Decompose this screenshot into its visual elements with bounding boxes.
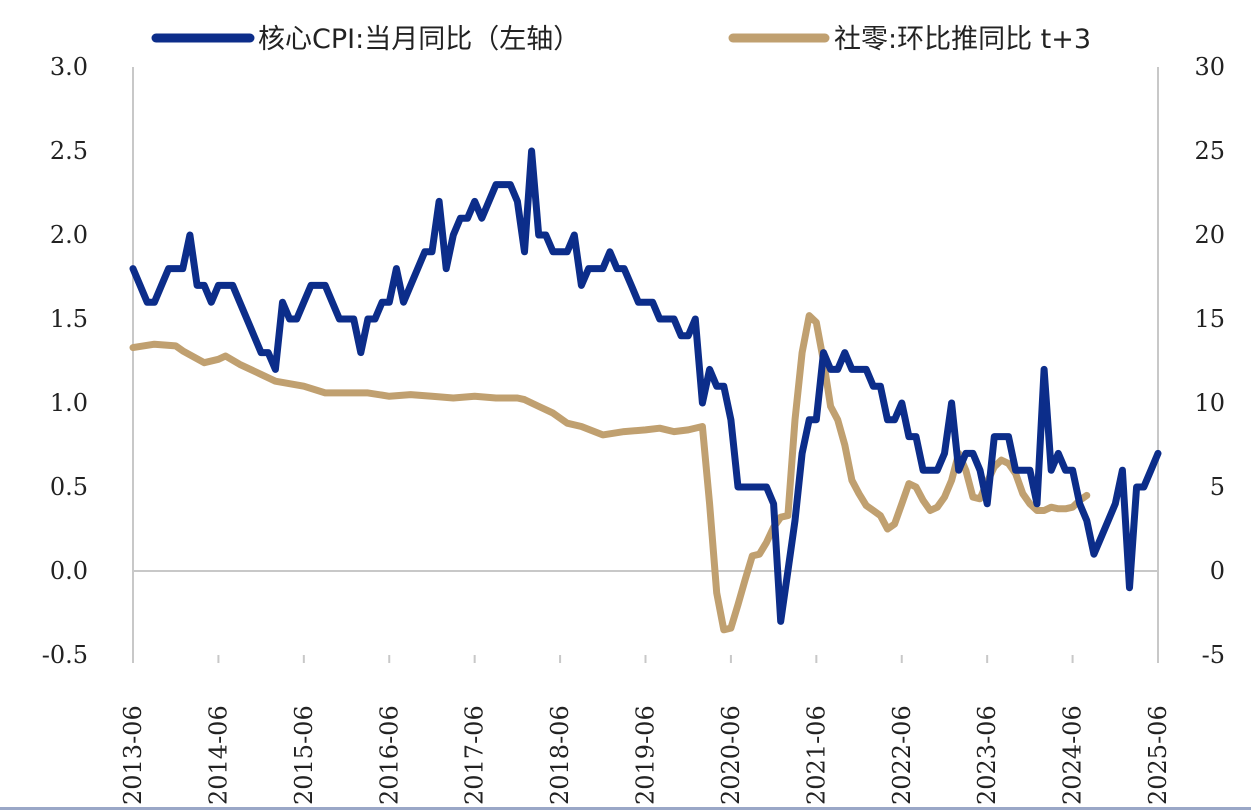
x-tick-label: 2018-06 [546, 705, 574, 805]
right-tick-label: 20 [1194, 221, 1225, 249]
legend-label-core-cpi: 核心CPI:当月同比（左轴） [258, 24, 580, 55]
series-line-core-cpi [129, 147, 1162, 625]
x-axis-ticks: 2013-06 2014-06 2015-06 2016-06 2017-06 2018-… [119, 655, 1172, 805]
left-tick-label: -0.5 [42, 641, 88, 669]
left-tick-label: 0.0 [50, 557, 88, 585]
left-tick-label: 1.0 [50, 389, 88, 417]
x-tick-label: 2024-06 [1059, 705, 1087, 805]
right-tick-label: 30 [1194, 53, 1225, 81]
x-tick-label: 2013-06 [119, 705, 147, 805]
legend-label-retail-sales: 社零:环比推同比 t+3 [834, 24, 1091, 55]
right-tick-label: 25 [1194, 137, 1225, 165]
x-tick-label: 2015-06 [290, 705, 318, 805]
left-tick-label: 2.0 [50, 221, 88, 249]
series-layer [129, 147, 1162, 634]
x-tick-label: 2022-06 [888, 705, 916, 805]
left-tick-label: 2.5 [50, 137, 88, 165]
bottom-rule [0, 807, 1251, 810]
right-tick-label: 5 [1210, 473, 1225, 501]
legend: 核心CPI:当月同比（左轴） 社零:环比推同比 t+3 [151, 24, 1091, 55]
x-tick-label: 2014-06 [204, 705, 232, 805]
x-tick-label: 2020-06 [717, 705, 745, 805]
left-axis-ticks: -0.5 0.0 0.5 1.0 1.5 2.0 2.5 3.0 [42, 53, 88, 669]
x-tick-label: 2017-06 [461, 705, 489, 805]
left-tick-label: 1.5 [50, 305, 88, 333]
x-tick-label: 2021-06 [802, 705, 830, 805]
right-tick-label: 0 [1210, 557, 1225, 585]
x-tick-label: 2025-06 [1144, 705, 1172, 805]
right-tick-label: 10 [1194, 389, 1225, 417]
x-tick-label: 2019-06 [632, 705, 660, 805]
axes [132, 67, 1159, 655]
right-tick-label: 15 [1194, 305, 1225, 333]
x-tick-label: 2023-06 [973, 705, 1001, 805]
x-tick-label: 2016-06 [375, 705, 403, 805]
left-tick-label: 0.5 [50, 473, 88, 501]
left-tick-label: 3.0 [50, 53, 88, 81]
right-tick-label: -5 [1202, 641, 1225, 669]
right-axis-ticks: -5 0 5 10 15 20 25 30 [1194, 53, 1225, 669]
